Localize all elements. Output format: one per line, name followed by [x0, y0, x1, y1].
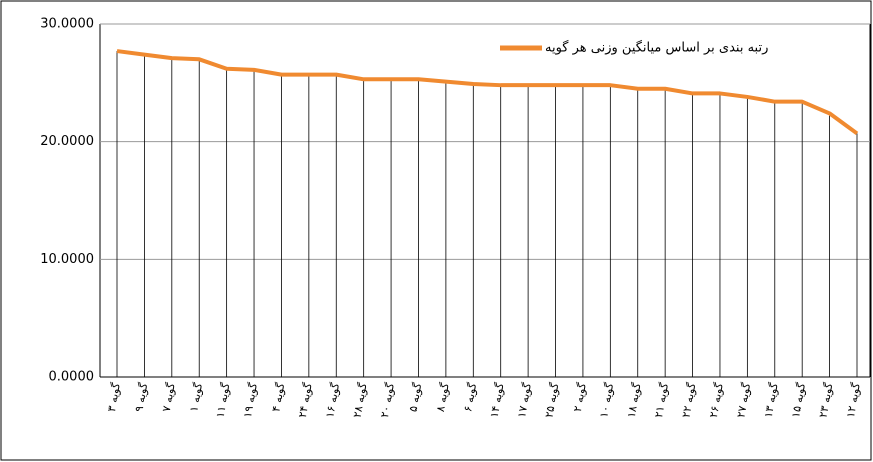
legend-label: رتبه بندی بر اساس میانگین وزنی هر گویه [545, 40, 768, 56]
y-tick-label: 30.0000 [40, 17, 94, 32]
y-tick-label: 10.0000 [40, 252, 94, 267]
y-tick-label: 20.0000 [40, 134, 94, 149]
chart: رتبه بندی بر اساس میانگین وزنی هر گویه 0… [0, 0, 873, 462]
y-tick-label: 0.0000 [49, 370, 95, 385]
